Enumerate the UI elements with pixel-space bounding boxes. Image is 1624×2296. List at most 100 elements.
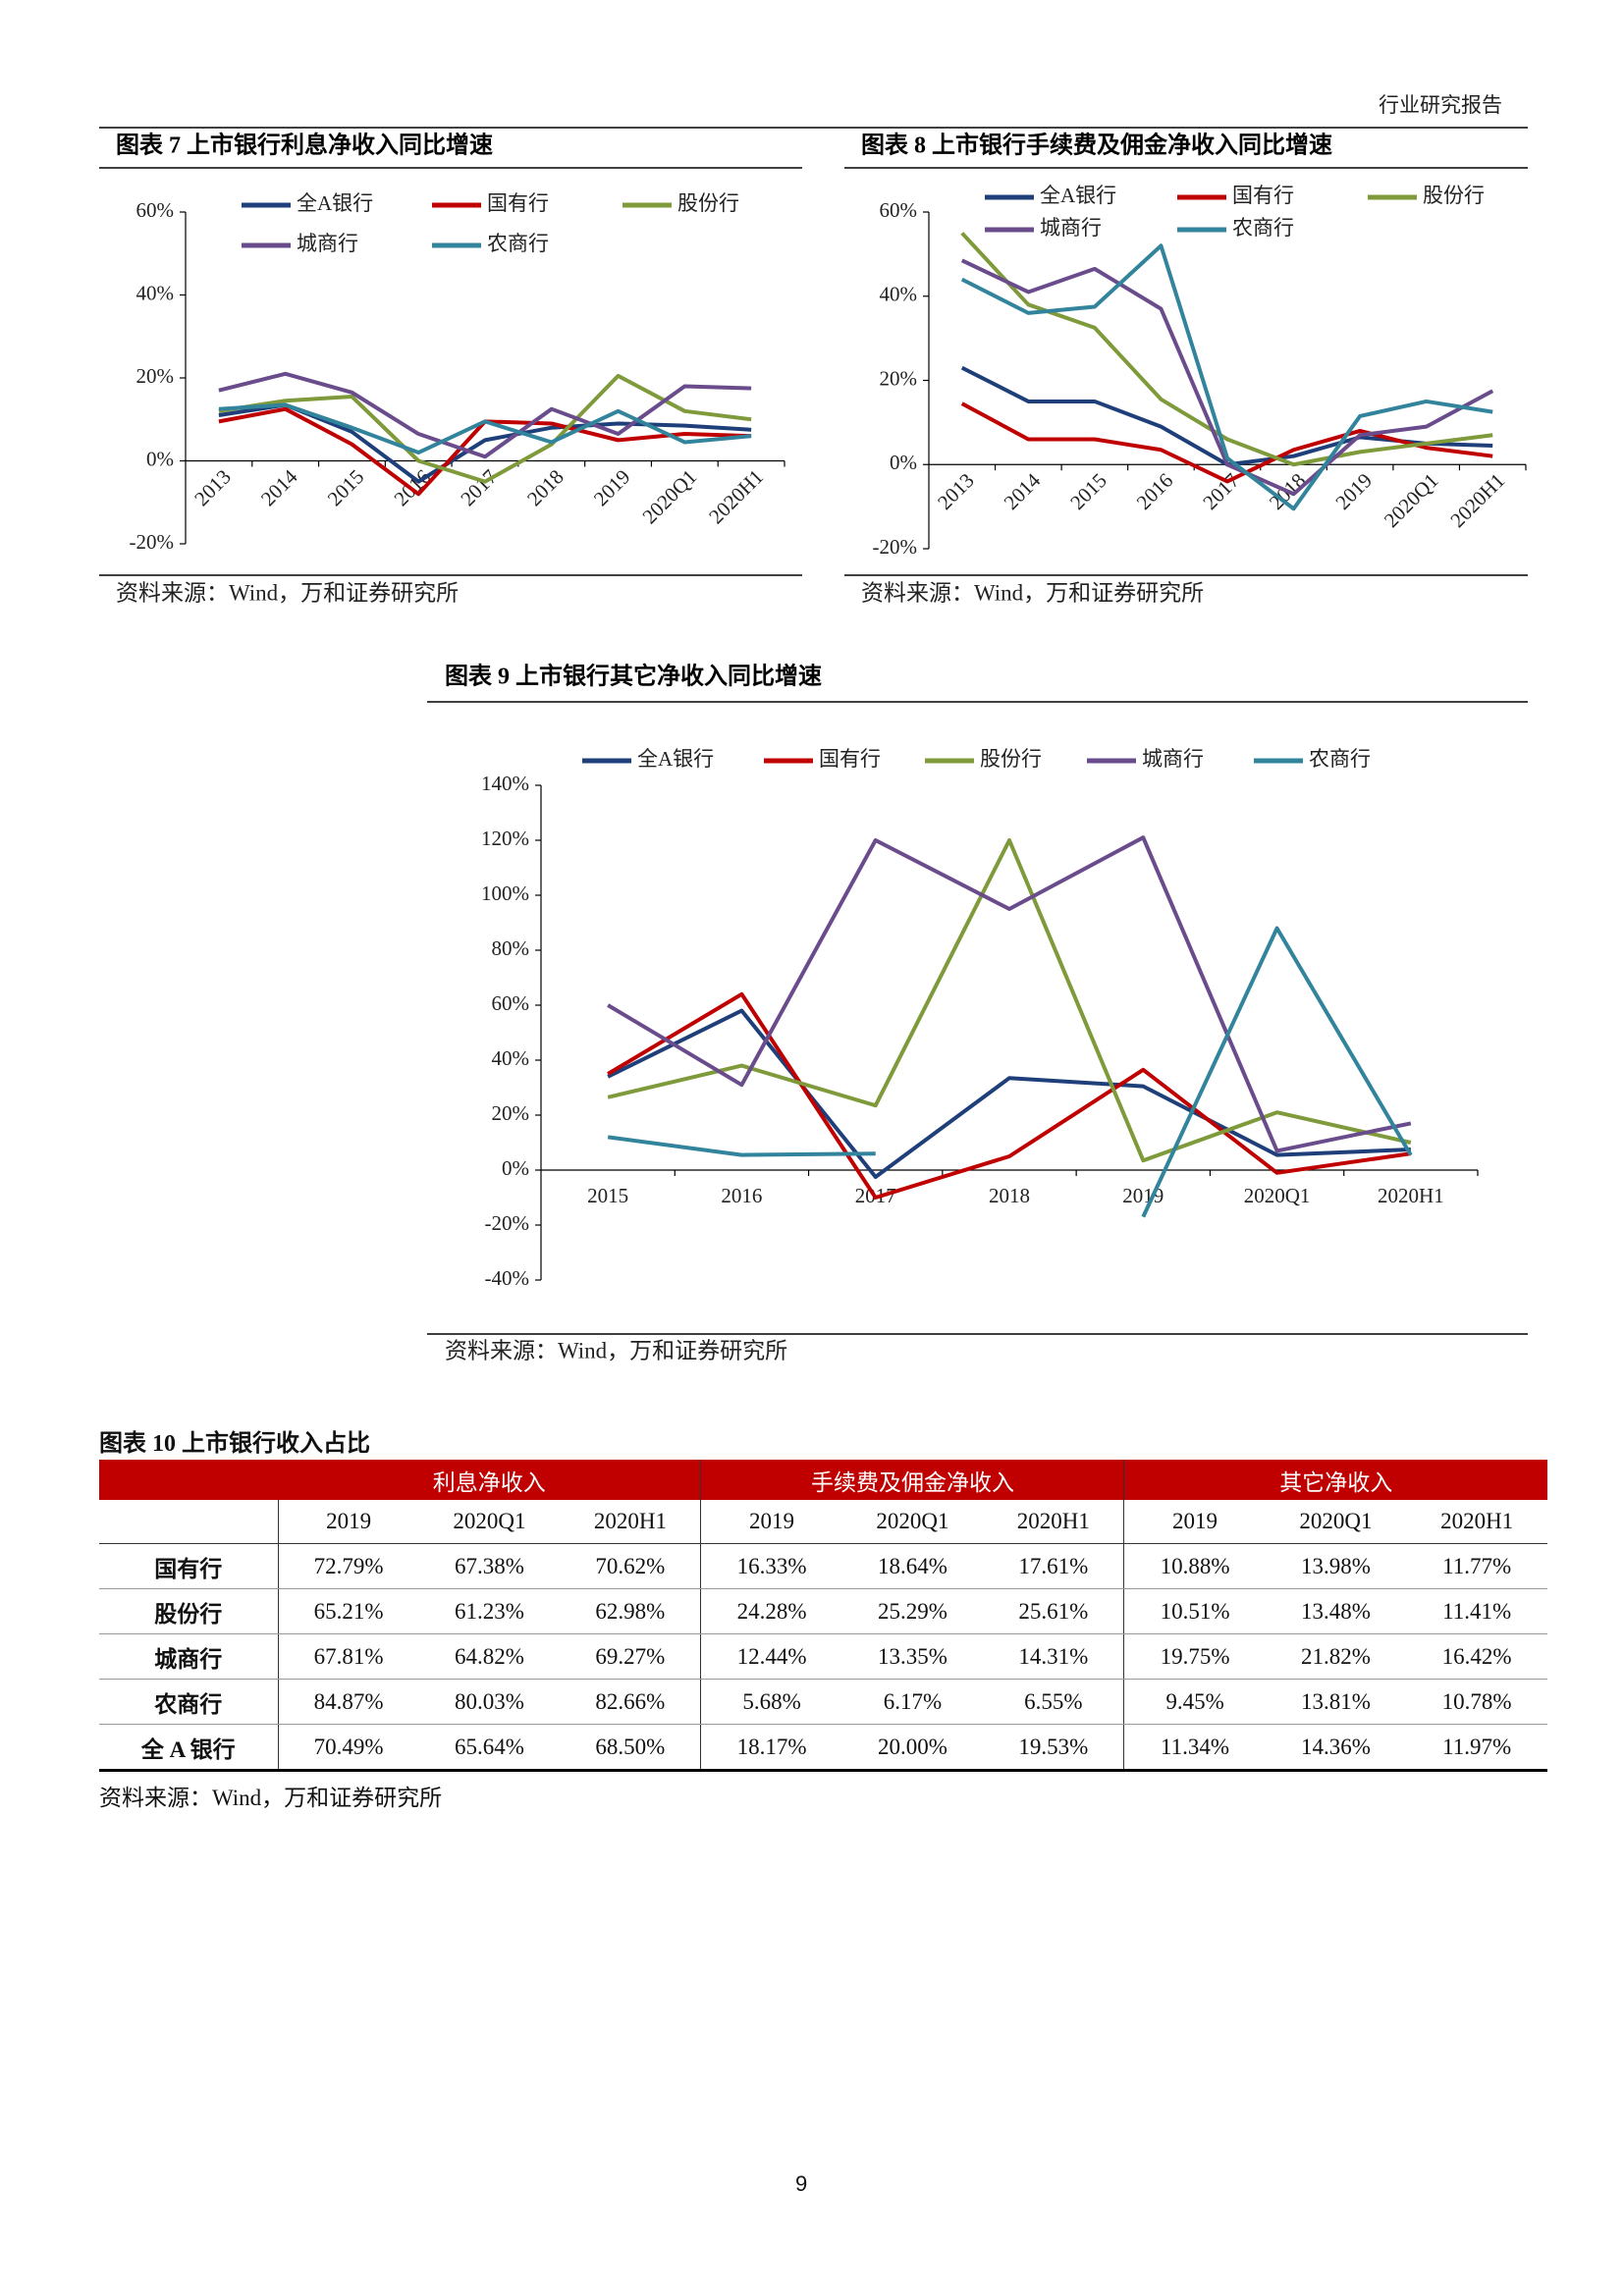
series-line <box>960 258 1494 497</box>
legend-label: 股份行 <box>1423 184 1485 207</box>
table-row: 国有行 72.79% 67.38% 70.62% 16.33% 18.64% 17.61% 1… <box>99 1543 1547 1589</box>
cell: 13.98% <box>1265 1543 1407 1589</box>
table-row: 2019 2020Q1 2020H1 2019 2020Q1 2020H1 2019 2020… <box>99 1500 1547 1544</box>
series-line <box>218 402 752 455</box>
cell: 65.21% <box>277 1588 419 1634</box>
chart-title: 图表 7 上市银行利息净收入同比增速 <box>116 132 493 159</box>
legend-label: 国有行 <box>487 191 549 215</box>
cell: 14.31% <box>983 1633 1124 1680</box>
corner-cell <box>99 1500 278 1544</box>
cell: 5.68% <box>700 1679 842 1725</box>
group-header: 其它净收入 <box>1123 1460 1547 1500</box>
page-number: 9 <box>795 2171 808 2196</box>
cell: 80.03% <box>418 1679 561 1725</box>
x-tick-label: 2013 <box>189 464 236 510</box>
series-line <box>607 1008 1411 1179</box>
x-tick-label: 2015 <box>587 1184 628 1207</box>
x-tick-label: 2018 <box>989 1184 1030 1207</box>
y-tick-label: -20% <box>485 1211 530 1235</box>
table-row: 城商行 67.81% 64.82% 69.27% 12.44% 13.35% 14.31% 1… <box>99 1633 1547 1680</box>
cell: 11.41% <box>1406 1588 1547 1634</box>
table: 利息净收入 手续费及佣金净收入 其它净收入 2019 2020Q1 2020H1 2019 2… <box>99 1460 1547 1772</box>
y-tick-label: -20% <box>130 530 175 554</box>
column-header: 2019 <box>277 1500 419 1544</box>
table-row: 股份行 65.21% 61.23% 62.98% 24.28% 25.29% 25.61% 1… <box>99 1588 1547 1634</box>
chart-source: 资料来源：Wind，万和证券研究所 <box>861 580 1204 605</box>
cell: 18.17% <box>700 1724 842 1772</box>
cell: 6.55% <box>983 1679 1124 1725</box>
cell: 19.53% <box>983 1724 1124 1772</box>
y-tick-label: 40% <box>136 281 175 304</box>
series-line <box>607 991 1412 1200</box>
cell: 10.51% <box>1123 1588 1266 1634</box>
cell: 11.97% <box>1406 1724 1547 1772</box>
cell: 16.42% <box>1406 1633 1547 1680</box>
chart-title: 图表 9 上市银行其它净收入同比增速 <box>445 663 822 690</box>
cell: 12.44% <box>700 1633 842 1680</box>
cell: 65.64% <box>418 1724 561 1772</box>
legend-label: 全A银行 <box>637 747 714 771</box>
y-tick-label: 20% <box>492 1101 530 1125</box>
y-tick-label: 80% <box>492 936 530 960</box>
column-header: 2020Q1 <box>841 1500 984 1544</box>
cell: 70.62% <box>560 1543 701 1589</box>
cell: 19.75% <box>1123 1633 1266 1680</box>
cell: 82.66% <box>560 1679 701 1725</box>
y-tick-label: 20% <box>136 364 175 388</box>
cell: 6.17% <box>841 1679 984 1725</box>
y-tick-label: 40% <box>880 283 918 306</box>
cell: 72.79% <box>277 1543 419 1589</box>
row-label: 城商行 <box>99 1633 278 1680</box>
legend-label: 农商行 <box>1309 747 1371 771</box>
x-tick-label: 2019 <box>589 464 635 510</box>
y-tick-label: 20% <box>880 366 918 390</box>
y-tick-label: 0% <box>146 447 174 470</box>
cell: 84.87% <box>277 1679 419 1725</box>
cell: 67.38% <box>418 1543 561 1589</box>
y-tick-label: 0% <box>502 1156 529 1180</box>
cell: 13.48% <box>1265 1588 1407 1634</box>
x-tick-label: 2020H1 <box>1378 1184 1444 1207</box>
y-tick-label: 60% <box>136 198 175 222</box>
cell: 13.81% <box>1265 1679 1407 1725</box>
x-tick-label: 2014 <box>1000 468 1046 514</box>
y-tick-label: 140% <box>481 772 529 795</box>
row-label: 股份行 <box>99 1588 278 1634</box>
y-tick-label: 100% <box>481 881 529 905</box>
legend-label: 股份行 <box>677 191 739 215</box>
x-tick-label: 2014 <box>256 464 302 510</box>
x-tick-label: 2020H1 <box>704 464 768 528</box>
y-tick-label: -40% <box>485 1266 530 1290</box>
x-tick-label: 2020H1 <box>1445 468 1509 532</box>
column-header: 2020H1 <box>560 1500 701 1544</box>
table-row: 农商行 84.87% 80.03% 82.66% 5.68% 6.17% 6.55% 9.45… <box>99 1679 1547 1725</box>
table-row: 全 A 银行 70.49% 65.64% 68.50% 18.17% 20.00% 19.5… <box>99 1724 1547 1772</box>
series-line <box>607 835 1412 1153</box>
corner-cell <box>99 1460 278 1500</box>
table-row: 利息净收入 手续费及佣金净收入 其它净收入 <box>99 1460 1547 1500</box>
y-tick-label: 60% <box>880 198 918 222</box>
group-header: 手续费及佣金净收入 <box>700 1460 1124 1500</box>
column-header: 2020H1 <box>983 1500 1124 1544</box>
x-tick-label: 2016 <box>1132 468 1178 514</box>
y-tick-label: 120% <box>481 827 529 850</box>
cell: 24.28% <box>700 1588 842 1634</box>
x-tick-label: 2020Q1 <box>1380 468 1443 532</box>
y-tick-label: 0% <box>890 451 917 474</box>
series-line <box>960 401 1493 484</box>
legend-label: 全A银行 <box>297 191 373 215</box>
x-tick-label: 2019 <box>1330 468 1377 514</box>
x-tick-label: 2017 <box>456 464 502 510</box>
cell: 11.77% <box>1406 1543 1547 1589</box>
legend-label: 股份行 <box>980 747 1042 771</box>
column-header: 2020Q1 <box>418 1500 561 1544</box>
cell: 25.29% <box>841 1588 984 1634</box>
cell: 68.50% <box>560 1724 701 1772</box>
y-tick-label: -20% <box>873 535 918 559</box>
x-tick-label: 2020Q1 <box>637 464 701 528</box>
chart-source: 资料来源：Wind，万和证券研究所 <box>116 580 459 605</box>
x-tick-label: 2016 <box>721 1184 762 1207</box>
cell: 10.88% <box>1123 1543 1266 1589</box>
